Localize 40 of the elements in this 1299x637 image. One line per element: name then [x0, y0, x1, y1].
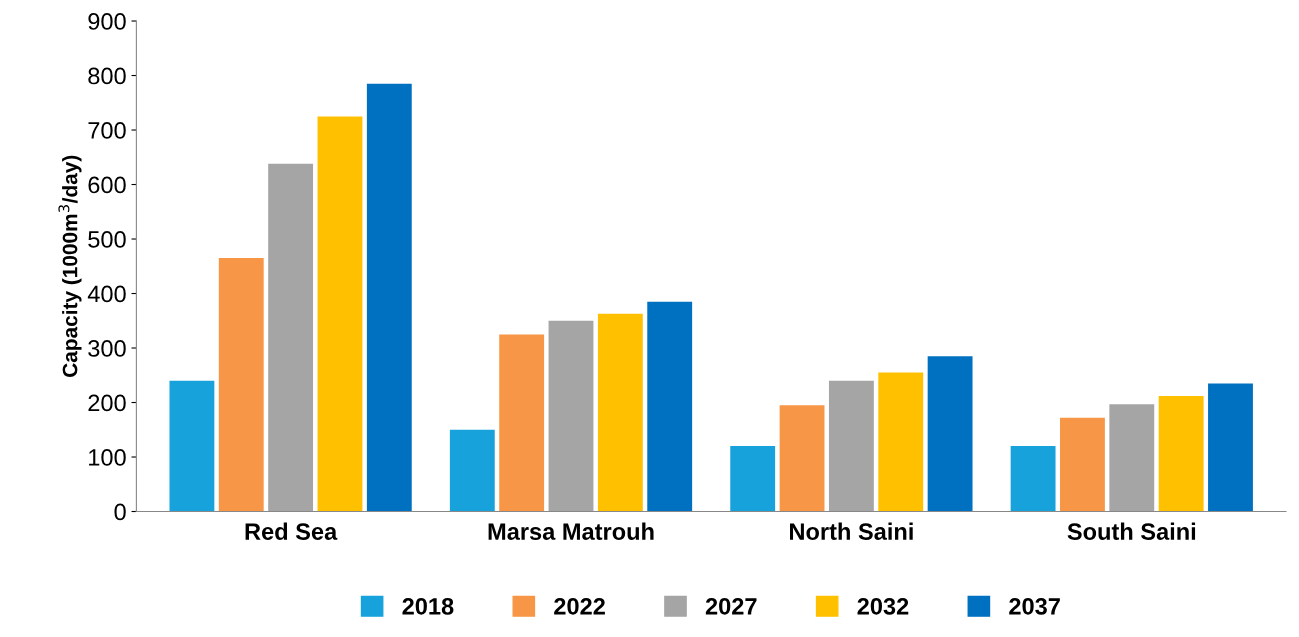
- bar: [1060, 417, 1105, 512]
- y-tick-label: 300: [88, 340, 126, 357]
- bar: [366, 83, 412, 512]
- bar: [268, 163, 314, 512]
- bar: [1010, 446, 1056, 512]
- y-tick-label: 700: [88, 122, 126, 139]
- legend-label: 2032: [857, 597, 909, 615]
- x-tick-label: North Saini: [790, 522, 913, 540]
- y-tick-label: 200: [88, 394, 126, 412]
- legend-label: 2022: [554, 597, 605, 615]
- x-tick-label: Red Sea: [245, 522, 338, 540]
- bar: [317, 116, 363, 512]
- bar: [597, 313, 643, 512]
- x-tick-label: Marsa Matrouh: [488, 522, 654, 540]
- y-tick-label: 800: [88, 67, 126, 85]
- bar: [927, 356, 973, 512]
- bar: [1109, 404, 1155, 512]
- y-tick-label: 400: [87, 285, 126, 303]
- y-tick-label: 500: [88, 231, 126, 248]
- bar: [1158, 395, 1204, 512]
- y-tick-label: 100: [89, 449, 126, 466]
- bar: [828, 380, 874, 512]
- legend-label: 2018: [402, 597, 454, 615]
- bar: [779, 405, 825, 512]
- y-tick-label: 0: [114, 503, 126, 521]
- bar: [449, 429, 495, 512]
- y-tick-label: 900: [88, 13, 126, 30]
- bar: [647, 301, 693, 512]
- bar: [878, 372, 924, 512]
- x-tick-label: South Saini: [1067, 522, 1196, 540]
- legend-label: 2037: [1009, 597, 1060, 615]
- bar: [218, 258, 264, 512]
- bar: [1208, 383, 1253, 512]
- legend-label: 2027: [705, 597, 757, 615]
- bar: [548, 320, 594, 512]
- bar: [499, 334, 545, 512]
- bar: [730, 446, 776, 512]
- bar: [169, 380, 215, 512]
- y-axis-title: Capacity (1000m$^{3}$/day): [58, 155, 82, 377]
- y-tick-label: 600: [88, 176, 126, 194]
